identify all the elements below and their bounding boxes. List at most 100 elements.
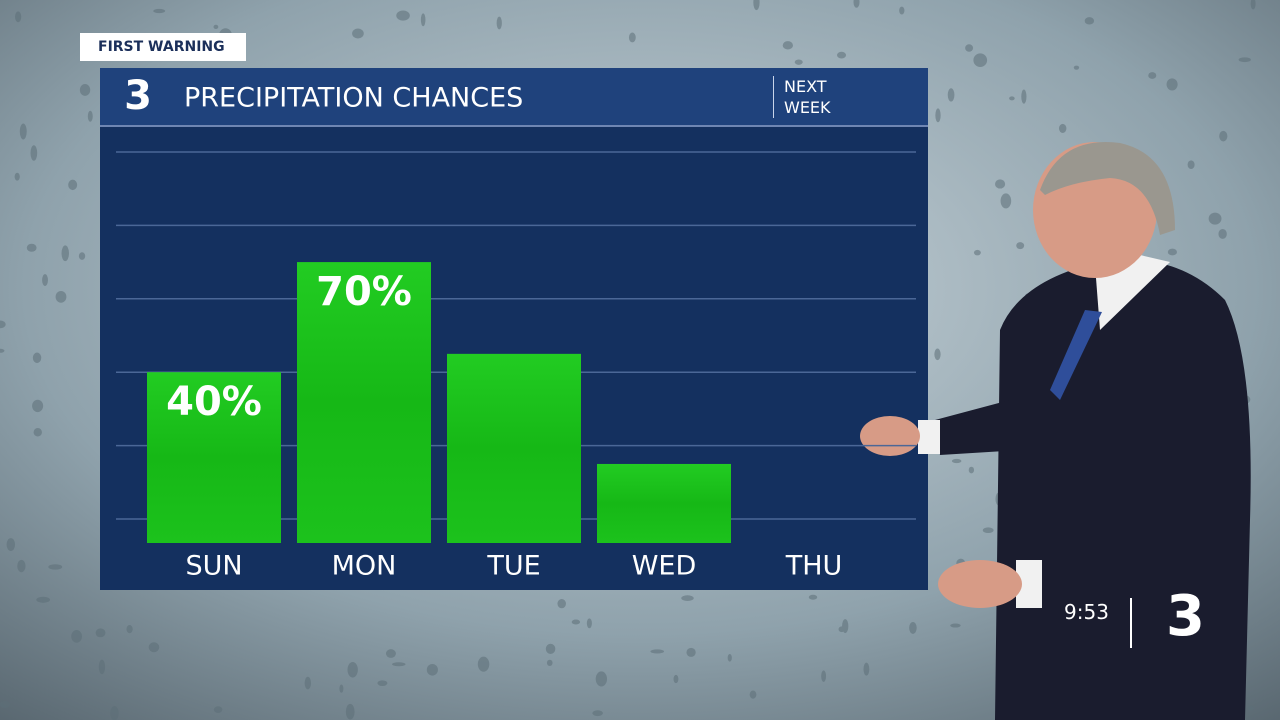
rain-drop xyxy=(396,10,410,21)
rain-drop xyxy=(496,16,502,30)
rain-drop xyxy=(808,594,818,600)
rain-drop xyxy=(1187,160,1195,170)
rain-drop xyxy=(1009,96,1015,101)
clock: 9:53 xyxy=(1064,600,1109,624)
rain-drop xyxy=(794,59,803,65)
rain-drop xyxy=(753,0,760,11)
rain-drop xyxy=(36,596,51,603)
bar xyxy=(447,353,581,543)
chart-header xyxy=(100,68,928,126)
rain-drop xyxy=(32,399,44,413)
rain-drop xyxy=(0,320,6,329)
rain-drop xyxy=(1219,130,1228,142)
rain-drop xyxy=(749,690,757,699)
rain-drop xyxy=(935,108,941,123)
rain-drop xyxy=(153,8,166,14)
rain-drop xyxy=(15,11,22,23)
rain-drop xyxy=(673,674,679,684)
rain-drop xyxy=(973,53,988,67)
rain-drop xyxy=(6,538,16,551)
x-tick-label: WED xyxy=(632,551,697,582)
rain-drop xyxy=(1238,57,1251,63)
rain-drop xyxy=(1084,17,1095,25)
chart-subtitle: NEXT WEEK xyxy=(773,76,844,118)
rain-drop xyxy=(1166,78,1178,91)
rain-drop xyxy=(14,172,20,181)
rain-drop xyxy=(392,662,406,667)
rain-drop xyxy=(385,649,396,658)
rain-drop xyxy=(951,458,962,464)
rain-drop xyxy=(1073,65,1080,70)
rain-drop xyxy=(595,671,608,687)
rain-drop xyxy=(426,663,438,676)
rain-drop xyxy=(592,710,603,717)
rain-drop xyxy=(557,599,566,609)
rain-drop xyxy=(686,647,696,657)
rain-drop xyxy=(110,705,119,720)
rain-drop xyxy=(30,145,38,161)
x-tick-label: THU xyxy=(785,551,843,582)
rain-drop xyxy=(213,24,219,30)
rain-drop xyxy=(32,352,42,364)
rain-drop xyxy=(19,123,27,140)
rain-drop xyxy=(909,621,917,634)
rain-drop xyxy=(982,527,994,534)
rain-drop xyxy=(98,659,106,675)
rain-drop xyxy=(1058,123,1067,133)
x-tick-label: SUN xyxy=(185,551,242,582)
bar xyxy=(147,372,281,543)
rain-drop xyxy=(420,13,426,27)
rain-drop xyxy=(947,88,955,102)
presenter xyxy=(860,141,1251,720)
rain-drop xyxy=(148,642,160,653)
rain-drop xyxy=(79,84,91,96)
rain-drop xyxy=(87,110,93,122)
rain-drop xyxy=(838,626,845,633)
rain-drop xyxy=(68,179,78,191)
rain-drop xyxy=(17,559,26,573)
rain-drop xyxy=(1250,0,1256,10)
rain-drop xyxy=(995,179,1006,189)
rain-drop xyxy=(213,706,223,714)
rain-drop xyxy=(339,684,344,693)
rain-drop xyxy=(33,428,42,437)
rain-drop xyxy=(650,649,665,654)
rain-drop xyxy=(545,643,556,654)
rain-drop xyxy=(950,623,961,628)
rain-drop xyxy=(26,243,37,252)
rain-drop xyxy=(1021,89,1027,104)
x-tick-label: MON xyxy=(332,551,397,582)
rain-drop xyxy=(934,348,941,361)
rain-drop xyxy=(1208,212,1222,225)
rain-drop xyxy=(61,245,69,262)
corner-logo: 3 xyxy=(1166,584,1205,649)
rain-drop xyxy=(477,656,490,672)
rain-drop xyxy=(681,595,694,602)
rain-drop xyxy=(377,680,388,687)
rain-drop xyxy=(628,32,636,43)
rain-drop xyxy=(1218,228,1227,239)
first-warning-banner: FIRST WARNING xyxy=(80,33,246,61)
rain-drop xyxy=(1247,705,1254,711)
rain-drop xyxy=(0,700,10,708)
rain-drop xyxy=(96,631,102,637)
value-label: 40% xyxy=(166,379,262,425)
rain-drop xyxy=(863,662,870,676)
rain-drop xyxy=(821,670,827,682)
rain-drop xyxy=(71,630,83,643)
bar xyxy=(297,262,431,543)
rain-drop xyxy=(304,676,312,690)
rain-drop xyxy=(352,28,364,39)
rain-drop xyxy=(1000,193,1012,209)
rain-drop xyxy=(1148,72,1157,79)
bar xyxy=(597,463,731,543)
clock-separator xyxy=(1130,598,1132,648)
station-logo: 3 xyxy=(124,73,152,119)
rain-drop xyxy=(546,659,553,666)
rain-drop xyxy=(0,348,5,353)
rain-drop xyxy=(853,0,860,8)
rain-drop xyxy=(837,51,847,59)
rain-drop xyxy=(782,41,794,50)
